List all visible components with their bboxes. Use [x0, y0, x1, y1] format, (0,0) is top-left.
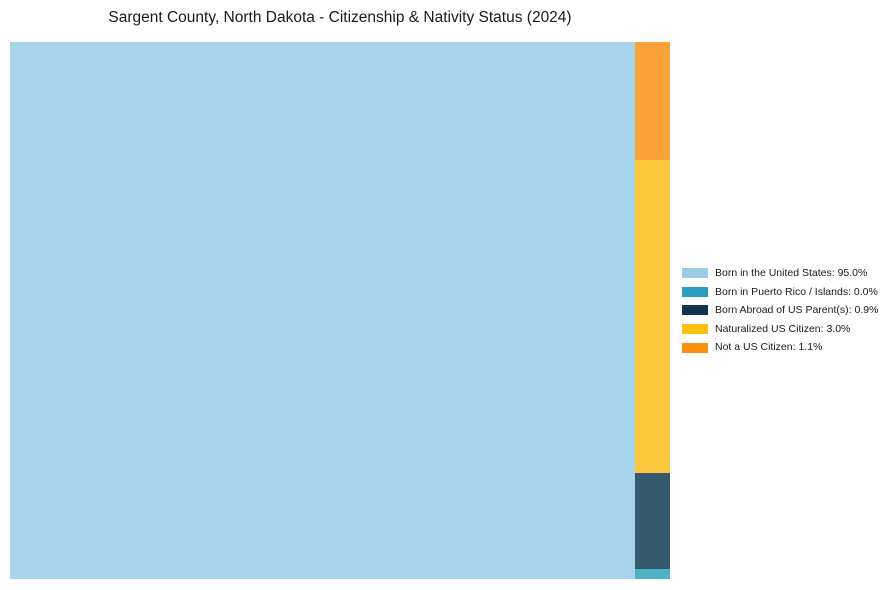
legend-label-not-a-us-citizen: Not a US Citizen: 1.1% [715, 341, 823, 354]
treemap-plot-area [10, 42, 670, 579]
legend-label-naturalized-citizen: Naturalized US Citizen: 3.0% [715, 322, 851, 335]
legend-label-born-puerto-rico-islands: Born in Puerto Rico / Islands: 0.0% [715, 285, 878, 298]
legend-label-born-in-us: Born in the United States: 95.0% [715, 267, 868, 280]
legend-swatch-born-abroad-us-parents [682, 305, 708, 316]
treemap-block-not-a-us-citizen [635, 42, 670, 160]
treemap-block-born-in-us [10, 42, 635, 579]
legend-label-born-abroad-us-parents: Born Abroad of US Parent(s): 0.9% [715, 304, 879, 317]
treemap-block-born-puerto-rico-islands [635, 569, 670, 579]
chart-title: Sargent County, North Dakota - Citizensh… [108, 9, 572, 26]
chart-legend: Born in the United States: 95.0% Born in… [682, 264, 878, 357]
legend-swatch-born-in-us [682, 268, 708, 279]
legend-swatch-naturalized-citizen [682, 324, 708, 335]
legend-row-born-abroad-us-parents: Born Abroad of US Parent(s): 0.9% [682, 301, 878, 320]
legend-swatch-born-puerto-rico-islands [682, 286, 708, 297]
treemap-block-born-abroad-us-parents [635, 473, 670, 569]
legend-swatch-not-a-us-citizen [682, 342, 708, 353]
legend-row-born-puerto-rico-islands: Born in Puerto Rico / Islands: 0.0% [682, 283, 878, 302]
legend-row-naturalized-citizen: Naturalized US Citizen: 3.0% [682, 320, 878, 339]
legend-row-not-a-us-citizen: Not a US Citizen: 1.1% [682, 338, 878, 357]
treemap-block-naturalized-citizen [635, 160, 670, 473]
legend-row-born-in-us: Born in the United States: 95.0% [682, 264, 878, 283]
